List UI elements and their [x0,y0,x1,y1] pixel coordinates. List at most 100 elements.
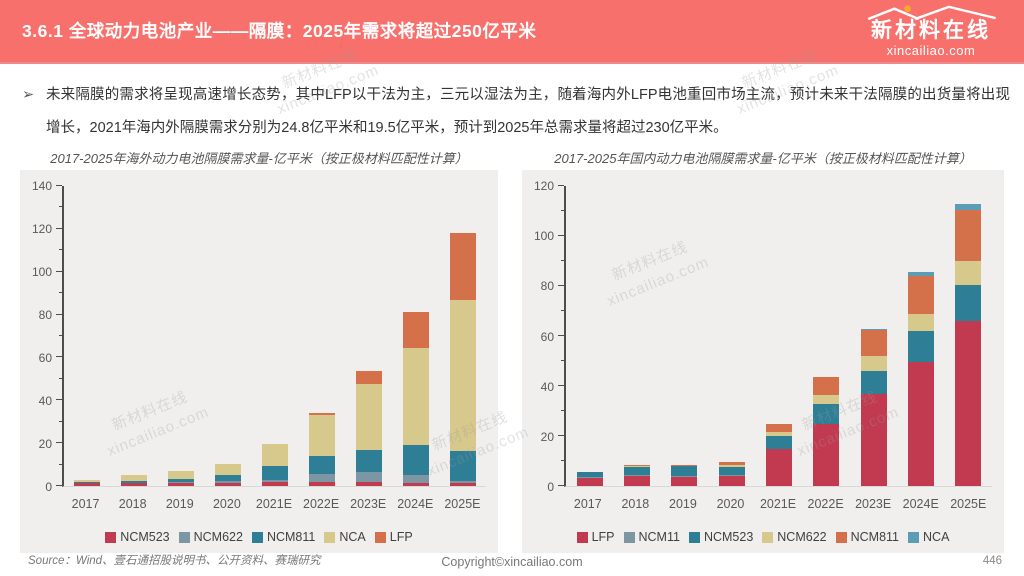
y-tick-mark [56,270,62,272]
y-minor-tick-mark [59,249,62,251]
bar-segment-NCM523 [74,483,101,486]
bar-segment-NCM11 [623,475,650,476]
y-tick-label: 80 [540,279,554,294]
y-tick-mark [558,435,564,436]
legend-item-NCM622: NCM622 [762,530,827,544]
bar-segment-NCM523 [355,481,382,486]
bar-segment-NCM811 [860,329,887,356]
bar-segment-NCA [168,471,195,480]
y-tick-label: 140 [31,179,52,193]
bar-segment-NCM622 [907,313,934,331]
bar-segment-LFP [576,477,603,486]
x-tick-label: 2024E [397,497,434,511]
bar-segment-NCM622 [955,261,982,285]
bar-column-2019 [661,186,708,486]
bar-column-2018 [111,186,158,486]
legend-swatch-icon [324,531,336,543]
y-tick-mark [558,485,564,486]
bar-segment-NCM523 [168,483,195,486]
legend-label: NCA [339,530,366,544]
bar-segment-NCM811 [813,376,840,395]
x-tick-label: 2022E [303,497,340,511]
y-minor-tick-mark [561,310,564,311]
bar-stack [262,186,288,486]
bar-segment-NCM523 [718,466,745,476]
bar-segment-NCM523 [308,481,335,486]
x-tick-label: 2024E [902,497,939,511]
page-title: 3.6.1 全球动力电池产业——隔膜：2025年需求将超过250亿平米 [22,21,537,41]
bar-segment-NCM811 [955,209,982,261]
bar-segment-NCM622 [449,480,476,483]
bar-segment-NCM622 [168,482,195,483]
bar-segment-NCA [74,479,101,482]
page-number: 446 [982,555,1002,567]
legend-item-NCA: NCA [908,530,949,544]
chart-legend: NCM523 NCM622 NCM811 NCA LFP [20,530,498,544]
bar-stack [907,186,934,486]
bar-stack [623,186,650,486]
bar-segment-NCM523 [449,482,476,486]
bar-segment-NCM811 [623,464,650,466]
chart-title-domestic: 2017-2025年国内动力电池隔膜需求量-亿平米（按正极材料匹配性计算） [554,151,972,166]
y-tick-label: 60 [38,351,52,365]
bar-segment-LFP [860,393,887,486]
y-minor-tick-mark [59,206,62,208]
bars-area [64,186,486,486]
legend-label: NCM622 [777,530,827,544]
plot-area [558,185,992,487]
bar-segment-NCM523 [671,466,698,477]
bar-segment-NCM811 [121,480,148,483]
bar-segment-NCM622 [215,481,242,483]
bar-stack [402,186,429,486]
bar-segment-NCM811 [907,276,934,314]
bar-column-2019 [158,186,205,486]
legend-swatch-icon [251,531,263,543]
y-tick-mark [558,285,564,286]
x-tick-label: 2021E [255,497,293,511]
bar-stack [955,186,982,486]
x-tick-label: 2025E [444,497,481,511]
legend-item-NCM811: NCM811 [251,530,315,544]
y-tick-label: 120 [533,179,554,193]
bar-segment-NCM622 [355,472,382,482]
bar-segment-NCM811 [765,424,792,433]
bar-column-2018 [613,186,660,486]
y-tick-mark [558,235,564,236]
y-minor-tick-mark [561,410,564,411]
bar-segment-NCM811 [402,445,429,476]
legend-label: NCM622 [193,530,243,544]
x-tick-label: 2023E [350,497,387,511]
bar-column-2022E [803,186,850,486]
bar-segment-NCA [215,464,242,475]
bar-stack [718,186,745,486]
legend-label: NCA [923,530,950,544]
bar-stack [813,186,840,486]
bar-column-2021E [755,186,802,486]
bar-segment-NCM811 [718,462,745,465]
legend-swatch-icon [576,531,588,543]
bullet-text: 未来隔膜的需求将呈现高速增长态势，其中LFP以干法为主，三元以湿法为主，随着海内… [46,87,1010,136]
legend-label: LFP [389,530,413,544]
bar-stack [355,186,382,486]
chart-panel-overseas: 0 20 40 60 80 100 120 140 2017 2018 2019 2020 2021E… [20,170,498,553]
y-axis-labels: 0 20 40 60 80 100 120 [522,179,559,494]
bar-stack [576,186,603,486]
y-minor-tick-mark [59,335,62,336]
bar-segment-NCM11 [576,476,603,478]
bar-segment-NCM523 [215,482,242,486]
bar-segment-NCA [907,272,934,276]
x-tick-label: 2019 [669,497,697,511]
y-minor-tick-mark [59,463,62,465]
y-minor-tick-mark [59,292,62,294]
y-tick-label: 120 [31,222,52,236]
x-tick-label: 2017 [573,497,602,511]
legend-swatch-icon [178,531,190,543]
y-minor-tick-mark [561,460,564,461]
bar-segment-LFP [813,423,840,486]
bar-segment-NCM622 [74,482,101,484]
y-tick-label: 40 [540,379,554,394]
bar-segment-LFP [623,476,650,486]
legend-label: NCM11 [638,530,680,544]
chart-legend: LFP NCM11 NCM523 NCM622 NCM811 NCA [522,530,1004,544]
bar-segment-NCM523 [765,436,792,449]
